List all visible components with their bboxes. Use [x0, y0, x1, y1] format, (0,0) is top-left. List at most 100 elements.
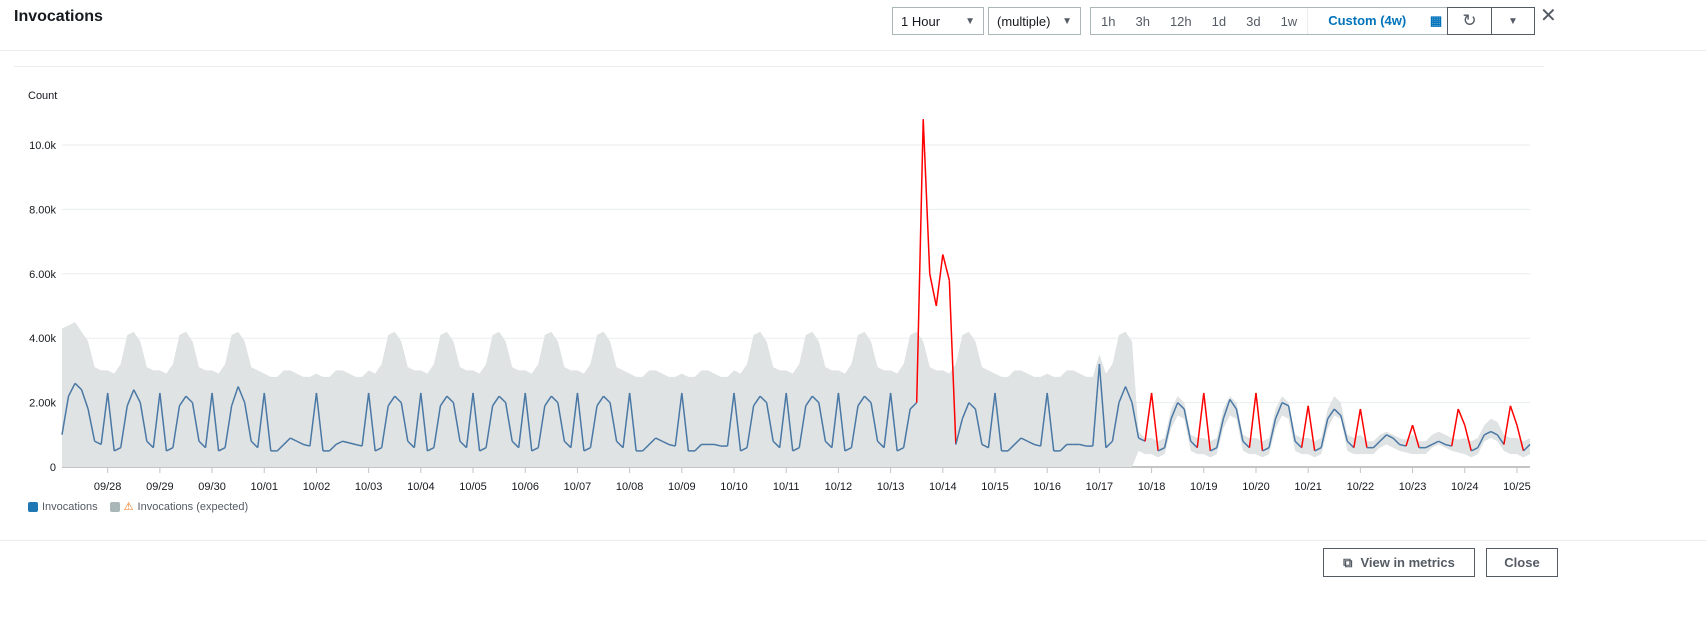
x-tick-label: 10/22: [1347, 481, 1375, 493]
range-3d[interactable]: 3d: [1246, 13, 1261, 29]
range-12h[interactable]: 12h: [1169, 13, 1192, 29]
invocations-chart: 0 2.00k 4.00k 6.00k 8.00k 10.0k Count 09/28 09/2…: [28, 90, 1531, 493]
series-segment: [491, 395, 500, 407]
x-tick-label: 10/14: [929, 481, 957, 493]
series-segment: [609, 402, 618, 442]
series-segment: [883, 392, 892, 448]
series-segment: [1425, 443, 1433, 449]
series-segment: [433, 405, 442, 448]
period-select[interactable]: 1 Hour ▼: [892, 7, 984, 35]
legend-swatch-expected[interactable]: [109, 501, 120, 512]
series-segment: [309, 392, 318, 447]
series-segment: [902, 408, 911, 448]
series-segment: [1092, 363, 1101, 447]
series-segment: [61, 396, 70, 435]
series-segment: [1033, 443, 1041, 447]
series-segment: [896, 447, 904, 452]
series-segment: [133, 389, 141, 403]
series-segment: [1274, 402, 1283, 419]
series-segment: [1314, 447, 1322, 452]
range-3h[interactable]: 3h: [1135, 13, 1150, 29]
x-tick-label: 10/17: [1086, 481, 1114, 493]
series-segment: [296, 440, 304, 446]
series-segment: [250, 440, 259, 449]
series-segment: [765, 402, 774, 442]
time-range-selector: 1h 3h 12h 1d 3d 1w Custom (4w) ▦: [1090, 7, 1464, 35]
y-tick-label: 8.00k: [29, 204, 56, 216]
series-segment: [224, 405, 233, 448]
anomaly-segment: [1150, 392, 1159, 451]
view-in-metrics-button[interactable]: ⧉ View in metrics: [1323, 548, 1475, 577]
close-icon[interactable]: ✕: [1540, 5, 1557, 27]
series-segment: [106, 392, 115, 451]
series-segment: [994, 392, 1003, 451]
x-tick-label: 10/25: [1503, 481, 1531, 493]
series-segment: [1216, 418, 1225, 448]
series-segment: [146, 440, 154, 449]
series-segment: [119, 405, 128, 448]
range-custom[interactable]: Custom (4w) ▦: [1307, 8, 1462, 34]
series-segment: [537, 405, 546, 448]
anomaly-segment: [1359, 408, 1368, 448]
anomaly-segment: [1411, 424, 1420, 448]
series-segment: [824, 440, 833, 449]
series-segment: [243, 402, 252, 442]
x-tick-label: 10/21: [1294, 481, 1322, 493]
series-segment: [583, 447, 591, 452]
series-segment: [355, 443, 363, 447]
series-segment: [263, 392, 272, 451]
series-segment: [1014, 437, 1022, 445]
series-segment: [628, 392, 637, 451]
series-segment: [772, 440, 781, 449]
series-segment: [798, 405, 807, 448]
series-segment: [622, 392, 631, 448]
refresh-options-button[interactable]: ▼: [1491, 7, 1535, 35]
series-segment: [485, 405, 494, 448]
series-segment: [740, 447, 748, 452]
series-segment: [1346, 440, 1355, 449]
y-tick-label: 4.00k: [29, 333, 56, 345]
series-segment: [459, 440, 468, 449]
anomaly-segment: [948, 280, 957, 445]
series-segment: [1020, 437, 1028, 442]
series-segment: [113, 447, 122, 452]
series-segment: [1177, 402, 1185, 410]
series-segment: [1131, 402, 1140, 439]
x-tick-label: 09/29: [146, 481, 174, 493]
series-segment: [290, 437, 298, 442]
series-segment: [544, 395, 552, 407]
range-1d[interactable]: 1d: [1211, 13, 1227, 29]
statistic-select[interactable]: (multiple) ▼: [988, 7, 1081, 35]
series-segment: [1157, 447, 1165, 452]
series-segment: [759, 395, 768, 404]
divider: [14, 66, 1544, 67]
range-1w[interactable]: 1w: [1280, 13, 1298, 29]
series-segment: [603, 395, 611, 404]
series-segment: [400, 402, 409, 442]
close-button[interactable]: Close: [1486, 548, 1558, 577]
refresh-icon: ↻: [1462, 11, 1477, 30]
series-segment: [420, 392, 429, 451]
series-segment: [961, 402, 970, 419]
footer-divider: [0, 540, 1706, 541]
range-1h[interactable]: 1h: [1101, 13, 1116, 29]
series-segment: [1490, 430, 1498, 436]
series-segment: [1477, 434, 1485, 449]
expected-band: [62, 322, 1530, 467]
anomaly-segment: [1509, 405, 1518, 426]
period-value: 1 Hour: [901, 13, 941, 29]
series-segment: [1138, 437, 1146, 442]
series-segment: [863, 395, 872, 404]
refresh-button[interactable]: ↻: [1447, 7, 1492, 35]
anomaly-segment: [1405, 424, 1414, 447]
legend-label-invocations[interactable]: Invocations: [42, 500, 98, 513]
series-segment: [517, 392, 526, 448]
legend-swatch-invocations[interactable]: [28, 501, 38, 512]
series-segment: [1431, 440, 1439, 446]
close-label: Close: [1504, 555, 1540, 570]
series-segment: [74, 382, 83, 391]
series-segment: [1379, 434, 1387, 442]
anomaly-segment: [1450, 408, 1459, 447]
legend-label-expected[interactable]: Invocations (expected): [137, 500, 249, 513]
x-tick-label: 10/03: [355, 481, 383, 493]
